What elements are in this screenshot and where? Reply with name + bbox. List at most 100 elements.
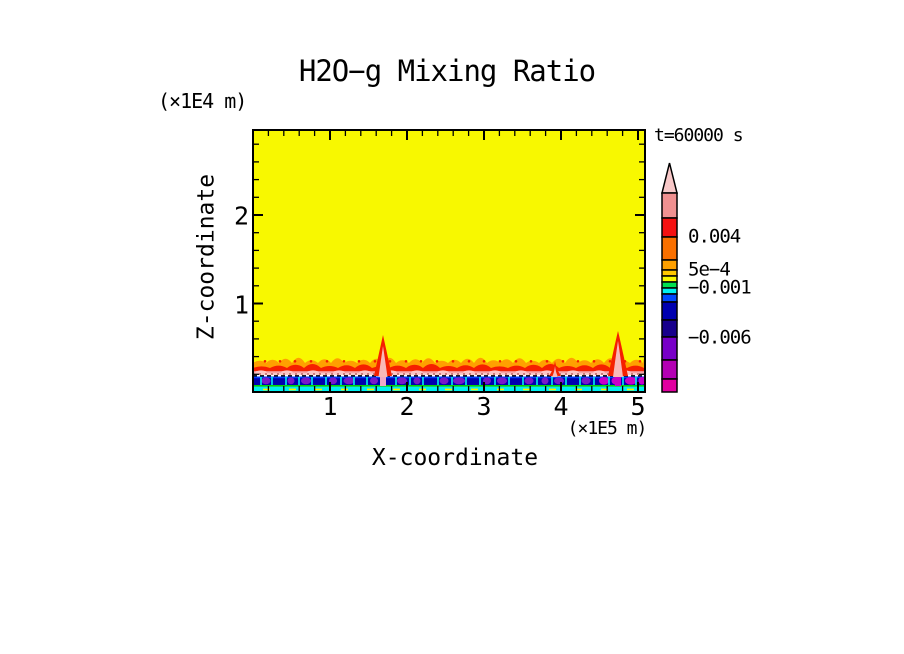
colorbar-segment (661, 359, 678, 380)
magenta-blob (638, 377, 644, 385)
red-speck (373, 360, 377, 363)
cyan-streak (311, 377, 313, 385)
cyan-streak (285, 377, 287, 385)
yellow-dash (315, 388, 322, 391)
purple-blob (524, 377, 534, 385)
colorbar-segment (661, 236, 678, 261)
colorbar-segment (661, 378, 678, 393)
cyan-streak (494, 377, 496, 385)
cyan-streak (395, 377, 397, 385)
colorbar-segment (661, 217, 678, 238)
cyan-streak (465, 377, 467, 385)
colorbar-label: −0.001 (688, 276, 752, 299)
red-speck (467, 360, 471, 363)
colorbar-segment (661, 281, 678, 289)
red-speck (514, 360, 518, 363)
cyan-streak (325, 377, 327, 385)
cyan-streak (298, 377, 300, 385)
yellow-dash (627, 388, 634, 391)
cyan-streak (437, 377, 439, 385)
colorbar-segment (661, 301, 678, 321)
purple-blob (497, 377, 507, 385)
red-speck (608, 360, 612, 363)
magenta-blob (625, 377, 637, 385)
red-speck (451, 360, 455, 363)
yellow-dash (523, 388, 530, 391)
colorbar-segment (661, 287, 678, 295)
purple-blob (453, 377, 465, 385)
cyan-streak (409, 377, 411, 385)
y-axis-title: Z-coordinate (193, 173, 220, 341)
cyan-streak (479, 377, 481, 385)
cyan-streak (508, 377, 510, 385)
red-speck (561, 360, 565, 363)
colorbar-segment (661, 275, 678, 283)
yellow-dash (497, 388, 504, 391)
cyan-streak (579, 377, 581, 385)
red-speck (325, 360, 329, 363)
red-speck (576, 360, 580, 363)
y-axis-units-label: (×1E4 m) (158, 89, 247, 113)
yellow-dash (445, 388, 452, 391)
cyan-streak (451, 377, 453, 385)
yellow-dash (393, 388, 400, 391)
purple-blob (581, 377, 591, 385)
red-speck (545, 360, 549, 363)
purple-blob (343, 377, 355, 385)
y-tick-label: 1 (233, 290, 249, 319)
purple-blob (554, 377, 564, 385)
colorbar-segment (661, 269, 678, 277)
surface-band-pink (254, 372, 644, 376)
surface-band-green (254, 385, 644, 387)
red-speck (419, 360, 423, 363)
x-axis-title: X-coordinate (371, 445, 539, 471)
red-speck (388, 360, 392, 363)
cyan-streak (353, 377, 355, 385)
yellow-dash (367, 388, 374, 391)
yellow-dash (341, 388, 348, 391)
red-speck (482, 360, 486, 363)
colorbar-label: −0.006 (688, 326, 752, 349)
y-tick-label: 2 (233, 201, 249, 231)
colorbar-label: 0.004 (688, 225, 741, 248)
yellow-dash (263, 388, 270, 391)
yellow-dash (575, 388, 582, 391)
plot-interior (254, 131, 644, 391)
yellow-dash (289, 388, 296, 391)
red-speck (498, 360, 502, 363)
purple-blob (261, 377, 271, 385)
field-background (254, 131, 644, 391)
plume-column (615, 375, 621, 386)
red-speck (404, 360, 408, 363)
colorbar-segment (661, 192, 678, 219)
x-tick-label: 5 (630, 392, 646, 421)
cyan-streak (340, 377, 342, 385)
cyan-streak (366, 377, 368, 385)
colorbar-label: 5e−4 (688, 258, 731, 281)
red-speck (529, 360, 533, 363)
yellow-dash (549, 388, 556, 391)
cyan-streak (522, 377, 524, 385)
cyan-streak (271, 377, 273, 385)
navy-top-blue-line (254, 376, 644, 379)
red-speck (309, 360, 313, 363)
red-speck (592, 360, 596, 363)
cyan-streak (422, 377, 424, 385)
colorbar-segment (661, 259, 678, 271)
cyan-streak (551, 377, 553, 385)
x-tick-label: 4 (553, 392, 569, 421)
purple-blob (370, 377, 378, 385)
cyan-streak (622, 377, 624, 385)
red-speck (278, 360, 282, 363)
plot-border (252, 129, 646, 393)
cyan-streak (635, 377, 637, 385)
magenta-blob (599, 377, 609, 385)
time-label: t=60000 s (654, 125, 744, 146)
red-speck (263, 360, 267, 363)
colorbar-segment (661, 293, 678, 303)
red-speck (342, 360, 346, 363)
plume-core (378, 346, 388, 377)
red-speck (357, 360, 361, 363)
